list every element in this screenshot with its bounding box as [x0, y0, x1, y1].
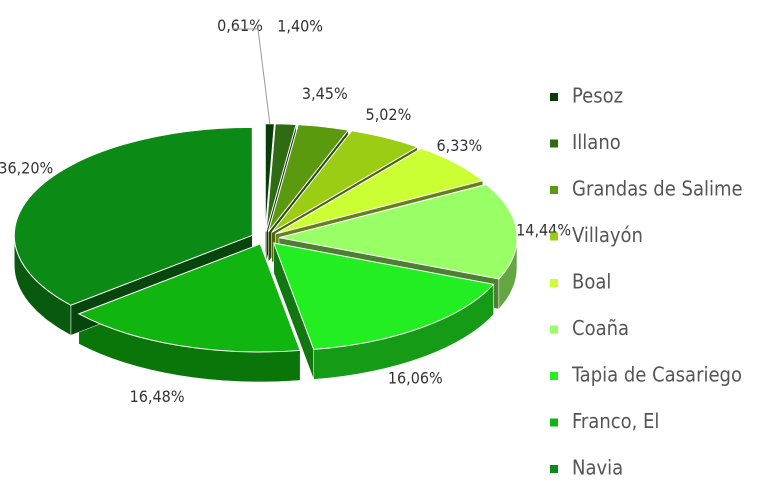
slice — [271, 130, 419, 233]
data-label: 14,44% — [516, 220, 571, 239]
legend-label: Navia — [572, 456, 623, 478]
data-label: 5,02% — [366, 105, 412, 124]
data-label: 16,48% — [130, 387, 185, 406]
slice — [13, 126, 253, 306]
legend-label: Coaña — [572, 316, 629, 340]
slice — [272, 242, 495, 350]
legend-swatch — [550, 232, 558, 241]
legend-swatch — [550, 93, 558, 101]
data-label: 3,45% — [302, 84, 348, 103]
legend-swatch — [550, 139, 558, 148]
legend-swatch — [550, 418, 558, 427]
data-label: 16,06% — [388, 369, 443, 388]
legend-swatch — [550, 279, 558, 287]
legend-label: Pesoz — [572, 84, 623, 108]
slice — [77, 243, 301, 353]
legend-swatch — [550, 325, 558, 334]
legend-label: Boal — [572, 270, 611, 294]
leader-line — [232, 28, 271, 124]
legend-label: Illano — [572, 130, 621, 154]
data-label: 36,20% — [0, 159, 53, 178]
legend-swatch — [550, 465, 558, 473]
legend-label: Franco, El — [572, 409, 659, 433]
slice — [278, 183, 518, 280]
data-label: 1,40% — [277, 16, 323, 35]
data-label: 0,61% — [217, 16, 263, 35]
legend-label: Grandas de Salime — [572, 177, 743, 201]
legend-swatch — [550, 186, 558, 194]
slice — [275, 147, 484, 235]
legend-label: Tapia de Casariego — [571, 363, 742, 387]
slice — [267, 124, 350, 233]
slice — [265, 123, 297, 232]
legend-label: Villayón — [572, 223, 643, 247]
legend-swatch — [550, 372, 558, 380]
data-label: 6,33% — [437, 136, 483, 155]
slice — [264, 123, 275, 232]
